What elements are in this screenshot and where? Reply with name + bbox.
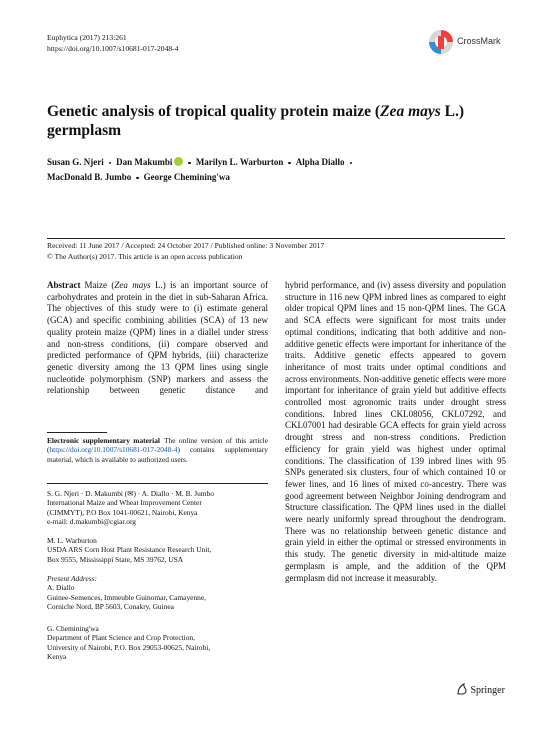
separator [108, 161, 112, 165]
affiliation: S. G. Njeri · D. Makumbi (✉) · A. Diallo… [47, 489, 272, 526]
abstract-label: Abstract [47, 280, 81, 290]
abstract-text: Zea mays [114, 280, 151, 290]
crossmark-badge[interactable]: CrossMark [428, 27, 508, 57]
journal-citation: Euphytica (2017) 213:261 [47, 33, 127, 42]
affiliation: M. L. Warburton USDA ARS Corn Host Plant … [47, 536, 272, 564]
author: Dan Makumbi [116, 157, 173, 167]
affiliation-line: USDA ARS Corn Host Plant Resistance Rese… [47, 545, 212, 555]
separator [136, 176, 139, 180]
affiliation-line: University of Nairobi, P.O. Box 29053-00… [47, 642, 211, 652]
affiliation-line: e-mail: d.makumbi@cgiar.org [47, 516, 136, 526]
esm-label: Electronic supplementary material [47, 436, 160, 445]
dates: Received: 11 June 2017 / Accepted: 24 Oc… [47, 241, 325, 250]
orcid-icon [174, 157, 184, 166]
author: Alpha Diallo [295, 157, 345, 167]
esm-text: ) contains supplementary material, which… [47, 445, 268, 464]
abstract-text: L.) is an important source of carbohydra… [47, 280, 269, 396]
affiliation-line: Kenya [47, 651, 67, 661]
title-part: Genetic analysis of tropical quality pro… [47, 103, 381, 120]
separator [188, 161, 191, 165]
crossmark-text: CrossMark [457, 36, 501, 46]
crossmark-icon [429, 30, 453, 54]
footnote-rule [47, 432, 107, 433]
author: Marilyn L. Warburton [195, 157, 284, 167]
footnote-divider [47, 483, 268, 484]
title-part: Zea mays [380, 103, 441, 120]
affiliation: Present Address: A. Diallo Guinee-Semences… [47, 574, 272, 611]
author: Susan G. Njeri [47, 157, 104, 167]
title-part: L.) germplasm [47, 103, 465, 139]
article-history: Received: 11 June 2017 / Accepted: 24 Oc… [47, 241, 324, 262]
doi[interactable]: https://doi.org/10.1007/s10681-017-2048-… [47, 44, 179, 53]
affiliation-line: M. L. Warburton [47, 536, 97, 545]
affiliation-line: S. G. Njeri · D. Makumbi (✉) · A. Diallo… [47, 489, 214, 498]
abstract-column-1: Abstract Maize (Zea mays L.) is an import… [47, 280, 268, 397]
separator [288, 161, 291, 165]
copyright: © The Author(s) 2017. This article is an… [47, 251, 243, 261]
publisher-name: Springer [470, 685, 505, 696]
affiliation-heading: Present Address: [47, 574, 98, 583]
heading-row: Present Address: [47, 574, 272, 583]
divider [47, 238, 505, 239]
abstract-column-2: hybrid performance, and (iv) assess dive… [285, 280, 506, 583]
affiliation-line: (CIMMYT), P.O Box 1041-00621, Nairobi, K… [47, 507, 198, 517]
affiliation: G. Chemining'wa Department of Plant Scien… [47, 624, 272, 661]
publisher-logo: Springer [456, 683, 505, 696]
springer-icon [457, 683, 467, 695]
author: George Chemining'wa [143, 172, 230, 182]
esm-text: The online version of this article ( [47, 436, 268, 455]
affiliation-line: Corniche Nord, BP 5603, Conakry, Guinea [47, 601, 174, 611]
abstract-text: Maize ( [84, 280, 115, 290]
supplementary-note: Electronic supplementary material The onl… [47, 436, 268, 464]
affiliation-line: Box 9555, Mississippi State, MS 39762, U… [47, 554, 184, 564]
affiliation-line: Guinee-Semences, Immeuble Guinomar, Cama… [47, 592, 206, 602]
article-title: Genetic analysis of tropical quality pro… [47, 103, 477, 140]
affiliation-line: International Maize and Wheat Improvemen… [47, 498, 202, 508]
author: MacDonald B. Jumbo [47, 172, 132, 182]
author-list: Susan G. Njeri Dan Makumbi Marilyn L. Warb… [47, 155, 377, 185]
affiliation-line: G. Chemining'wa [47, 624, 99, 633]
separator [349, 161, 352, 165]
esm-link[interactable]: https://doi.org/10.1007/s10681-017-2048-… [49, 445, 178, 455]
affiliation-line: Department of Plant Science and Crop Pro… [47, 633, 195, 643]
affiliation-line: A. Diallo [47, 583, 75, 593]
